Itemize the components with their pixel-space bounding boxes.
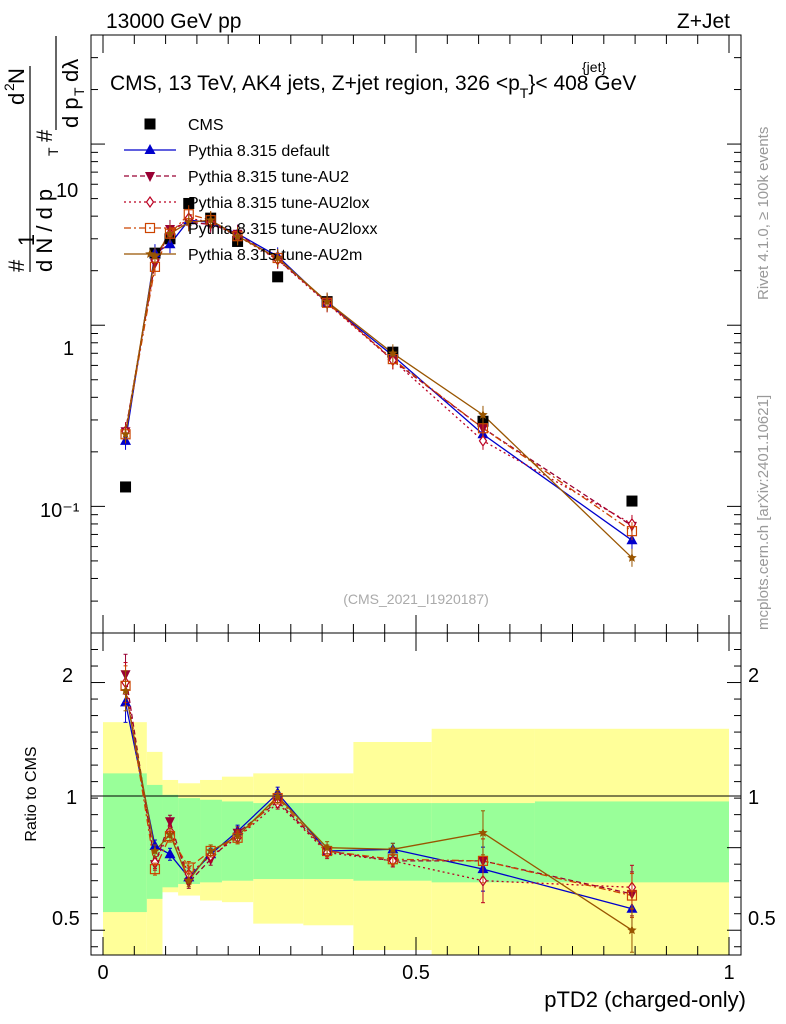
legend-label-au2lox: Pythia 8.315 tune-AU2lox [188,195,369,212]
ratio-point-au2m-7 [322,842,332,852]
ratio-point-au2m-3 [184,875,194,885]
main-point-au2m-3 [184,217,194,227]
ratio-ytick-label-1-left: 1 [66,787,77,809]
plot-title-sub: T [520,85,529,101]
ratio-ytick-label-0.5-left: 0.5 [52,908,80,930]
legend-marker-cms [144,118,156,130]
main-point-au2m-7 [322,296,332,306]
main-ytick-label-1: 1 [63,338,74,360]
ylabel-sup-2: 2 [1,83,17,91]
legend-label-au2m: Pythia 8.315 tune-AU2m [188,247,362,264]
ratio-ytick-label-0.5-right: 0.5 [748,908,776,930]
main-point-au2m-10 [627,552,637,562]
legend-marker-au2m [145,249,155,258]
legend-marker-au2 [145,172,155,182]
band-green-6 [253,803,304,880]
axis-ticks [91,34,741,955]
ratio-point-au2loxx-1 [149,864,161,875]
main-line-au2 [124,221,633,527]
ratio-point-au2m-9 [478,827,488,837]
main-point-au2m-2 [165,228,175,238]
plot-title-sup: {jet} [582,59,606,75]
band-green-7 [303,803,354,880]
legend-label-au2loxx: Pythia 8.315 tune-AU2loxx [188,221,377,238]
main-point-au2m-6 [272,253,283,262]
xtick-label-0: 0 [97,962,108,984]
ylabel-hash-1: # [4,259,29,272]
ratio-ytick-label-2-left: 2 [62,665,73,687]
ratio-point-au2m-5 [232,831,243,841]
ylabel-dlambda: dλ [58,59,83,82]
legend-marker-au2lox [145,195,155,209]
ylabel-dn: d [4,93,29,105]
rivet-label: Rivet 4.1.0, ≥ 100k events [755,127,772,300]
ratio-point-au2m-1 [150,846,160,855]
main-y-axis-title: # 1 d N / d p T # d 2 N d p T dλ [1,36,87,272]
data-points [120,197,638,953]
ratio-point-default-2 [164,848,176,859]
legend: CMS Pythia 8.315 default Pythia 8.315 tune… [124,117,377,264]
main-ytick-label-10: 10 [56,180,78,202]
main-point-au2m-1 [150,251,160,261]
ylabel-one: 1 [14,234,39,246]
legend-marker-au2loxx [144,222,156,234]
ratio-ytick-label-2-right: 2 [748,665,759,687]
main-line-default [124,219,633,541]
band-green-0 [103,773,147,913]
header-energy: 13000 GeV pp [106,10,241,33]
band-green-4 [200,799,222,883]
ratio-line-au2lox [124,682,633,888]
ylabel-dn-dpt: d N / d p [32,189,57,272]
main-ytick-label-0.1: 10⁻¹ [40,500,80,522]
legend-label-default: Pythia 8.315 default [188,143,330,160]
main-point-cms-0 [120,481,132,493]
main-point-au2m-4 [205,215,216,225]
plot-title-main: CMS, 13 TeV, AK4 jets, Z+jet region, 326… [110,72,520,95]
ratio-point-au2m-4 [205,846,216,855]
ylabel-hash-2: # [32,129,57,142]
ratio-axis-title: Ratio to CMS [23,746,40,841]
ylabel-sub-t-2: T [71,87,87,96]
ylabel-sub-t-1: T [45,147,61,156]
main-point-cms-10 [626,495,638,507]
main-point-default-2 [164,238,176,249]
ratio-ytick-label-1-right: 1 [748,787,759,809]
mcplots-label: mcplots.cern.ch [arXiv:2401.10621] [755,395,772,630]
ratio-point-au2loxx-3 [183,862,194,873]
analysis-id: (CMS_2021_I1920187) [343,591,489,607]
ratio-point-au2m-2 [165,829,175,839]
ylabel-dpt2: d p [58,97,83,128]
main-point-au2m-8 [388,348,398,358]
main-line-au2m [124,219,633,559]
ratio-point-au2m-0 [120,685,131,695]
ratio-bands [103,722,729,955]
header-process: Z+Jet [677,10,730,33]
legend-marker-default [144,144,156,154]
ratio-point-au2loxx-10 [626,890,638,901]
xtick-label-0.5: 0.5 [402,962,430,984]
legend-label-au2: Pythia 8.315 tune-AU2 [188,169,349,186]
band-green-8 [353,803,432,881]
plot-title: CMS, 13 TeV, AK4 jets, Z+jet region, 326… [110,72,636,101]
plot-title-tail: }< 408 GeV [528,72,636,95]
ratio-point-au2m-8 [388,844,398,854]
legend-label-cms: CMS [188,117,224,134]
main-point-au2lox-9 [478,434,488,447]
ratio-point-au2m-6 [272,791,283,801]
main-point-au2m-5 [232,231,243,241]
ylabel-n: N [4,68,29,84]
x-axis-title: pTD2 (charged-only) [544,987,746,1012]
main-point-au2m-0 [120,429,131,439]
main-point-cms-3 [183,197,195,209]
ratio-point-au2loxx-9 [477,855,489,866]
ratio-point-au2m-10 [627,925,637,935]
xtick-label-1: 1 [723,962,734,984]
main-point-au2m-9 [478,409,488,419]
ratio-point-au2-2 [164,817,175,828]
main-point-cms-6 [272,271,284,283]
main-point-au2loxx-10 [626,526,638,537]
